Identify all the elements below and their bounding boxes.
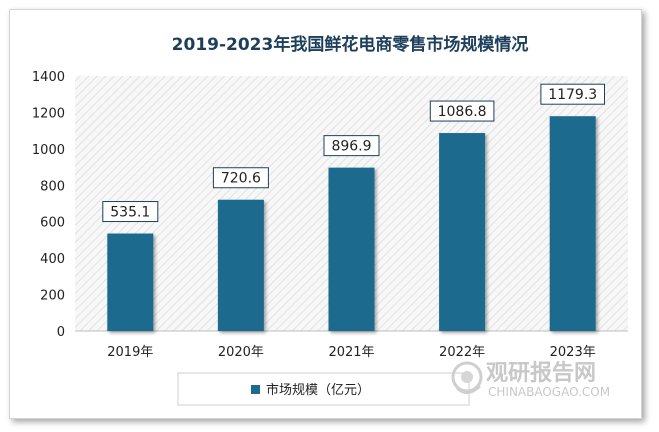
data-label: 720.6 [221, 171, 261, 187]
legend-swatch [251, 385, 260, 394]
bar-2 [217, 199, 264, 331]
chart-title: 2019-2023年我国鲜花电商零售市场规模情况 [172, 34, 529, 55]
x-tick-label: 2021年 [328, 345, 374, 360]
watermark: 观研报告网 CHINABAOGAO.COM [451, 361, 610, 399]
watermark-cn: 观研报告网 [486, 361, 596, 386]
data-label: 1179.3 [548, 87, 597, 103]
bar-1 [107, 233, 154, 331]
y-tick-label: 1200 [32, 106, 65, 121]
x-tick-label: 2023年 [550, 345, 596, 360]
data-label: 1086.8 [438, 104, 487, 120]
legend-box [177, 372, 470, 406]
bars-group [107, 116, 596, 331]
y-tick-label: 400 [40, 252, 65, 267]
bar-chart: 2019-2023年我国鲜花电商零售市场规模情况 0 200 400 600 800 10… [32, 34, 628, 406]
watermark-logo-icon [451, 361, 483, 394]
legend-label: 市场规模（亿元） [266, 382, 370, 398]
data-label-box [540, 83, 606, 105]
x-tick-label: 2019年 [107, 345, 153, 360]
data-label-box [429, 100, 495, 122]
y-axis-ticks: 0 200 400 600 800 1000 1200 1400 [32, 70, 65, 340]
y-tick-label: 800 [40, 179, 65, 194]
data-label: 896.9 [331, 139, 371, 155]
x-tick-label: 2022年 [439, 345, 485, 360]
bar-4 [439, 133, 486, 331]
x-tick-label: 2020年 [218, 345, 264, 360]
watermark-en: CHINABAOGAO.COM [488, 385, 610, 399]
y-tick-label: 600 [40, 216, 65, 231]
legend: 市场规模（亿元） [177, 372, 470, 406]
bar-5 [549, 116, 596, 331]
y-tick-label: 1000 [32, 143, 65, 158]
bar-3 [328, 167, 375, 331]
y-tick-label: 200 [40, 289, 65, 304]
x-axis-labels: 2019年 2020年 2021年 2022年 2023年 [107, 345, 595, 360]
y-tick-label: 1400 [32, 70, 65, 85]
y-tick-label: 0 [57, 325, 65, 340]
data-label-box [102, 201, 159, 223]
data-label: 535.1 [110, 205, 150, 221]
chart-frame: 2019-2023年我国鲜花电商零售市场规模情况 0 200 400 600 800 10… [9, 9, 642, 419]
data-labels-group: 535.1 720.6 896.9 1086.8 1179.3 [102, 83, 606, 223]
data-label-box [212, 167, 269, 189]
data-label-box [323, 135, 380, 157]
